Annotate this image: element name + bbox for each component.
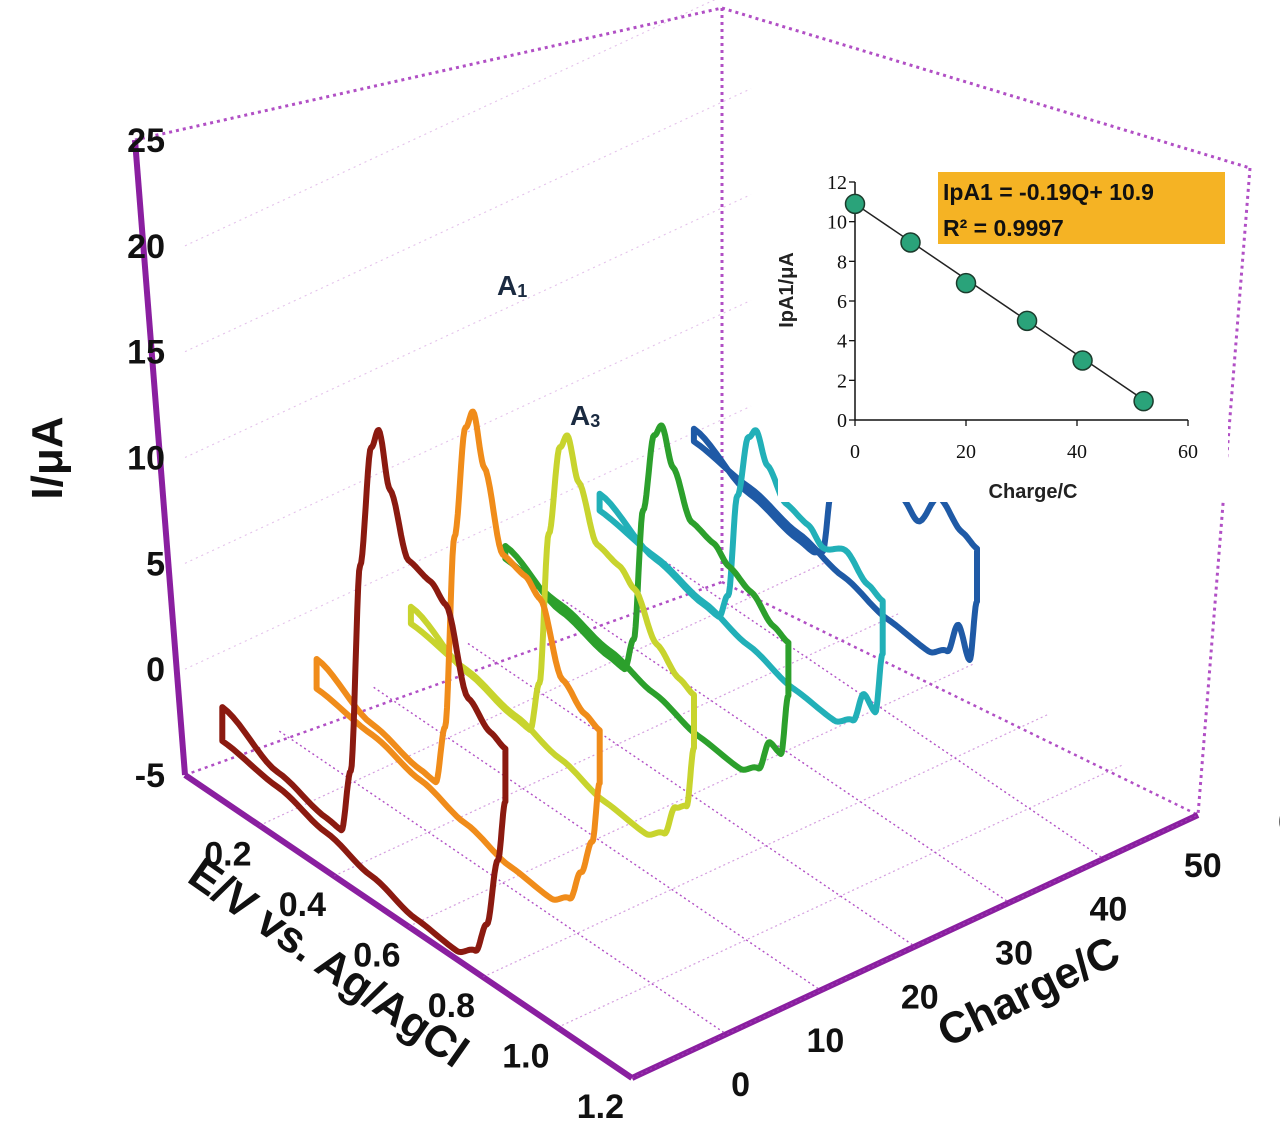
frame-floor-right [721,580,1199,817]
inset-data-point [1072,350,1093,371]
y-tick-label: 15 [127,334,165,372]
inset-y-tick-label: 10 [827,212,847,234]
inset-x-tick-label: 60 [1178,441,1198,463]
y-tick-label: -5 [135,757,165,795]
floor-grid-line [333,612,901,877]
inset-y-tick-label: 12 [827,172,847,194]
inset-x-tick-label: 0 [850,441,860,463]
z-tick-label: 40 [1090,891,1128,929]
z-tick-label: 20 [901,978,939,1016]
x-tick-label: 0.4 [279,886,326,924]
inset-x-label: Charge/C [989,481,1078,503]
cv-curve-10C [313,408,603,903]
x-tick-label: 0.8 [428,987,475,1025]
x-tick-label: 0.6 [353,937,400,975]
y-tick-label: 10 [127,440,165,478]
inset-x-tick-label: 40 [1067,441,1087,463]
inset-r-squared: R² = 0.9997 [943,215,1064,241]
floor-grid-line [259,561,826,827]
wall-grid-line [184,0,716,247]
x-axis-label: E/V vs. Ag/AgCl [180,849,477,1078]
z-tick-label: 0 [731,1066,750,1104]
cv-curve-20C [407,432,697,838]
y-axis-line [132,139,188,776]
z-tick-label: 10 [807,1022,845,1060]
wall-grid-line [184,299,752,564]
inset-chart: 0 2 4 6 8 10 12 0 20 40 60 IpA1/μA Charge/C IpA1 … [776,168,1228,503]
inset-y-ticks: 0 2 4 6 8 10 12 [827,172,855,432]
inset-y-tick-label: 4 [837,331,847,353]
y-tick-label: 0 [146,651,165,689]
wall-grid-line [184,194,752,458]
inset-y-tick-label: 2 [837,370,847,392]
inset-equation-box [938,172,1225,244]
wall-grid-line [184,88,752,353]
y-tick-label: 20 [127,228,165,266]
inset-data-point [844,193,866,215]
inset-points [844,193,1154,412]
floor-grid-line [557,763,1124,1029]
z-tick-labels: 0 10 20 30 40 50 60 [731,803,1280,1104]
y-axis-label: I/μA [23,416,72,499]
inset-x-tick-label: 20 [956,441,976,463]
floor-grid-line [631,814,1199,1079]
x-tick-label: 1.2 [577,1088,624,1126]
z-tick-label: 60 [1278,803,1280,841]
floor-grid [259,555,1199,1079]
inset-y-tick-label: 8 [837,251,847,273]
inset-x-ticks: 0 20 40 60 [850,420,1198,463]
inset-data-point [900,232,921,253]
z-tick-label: 30 [995,935,1033,973]
floor-grid-line [408,662,975,928]
frame-right-top [721,6,1251,170]
inset-data-point [1016,310,1038,332]
y-tick-label: 5 [146,545,165,583]
wall-grid [184,0,752,670]
inset-data-point [1133,390,1154,412]
cv-curve-0C [219,427,509,956]
inset-equation: IpA1 = -0.19Q+ 10.9 [943,179,1154,205]
x-tick-label: 1.0 [502,1038,549,1076]
y-tick-label: 25 [127,122,165,160]
y-tick-labels: 25 20 15 10 5 0 -5 [127,122,165,795]
inset-y-tick-label: 6 [837,291,847,313]
inset-data-point [955,272,977,294]
inset-y-tick-label: 0 [837,410,847,432]
floor-grid-line [482,713,1050,978]
wall-grid-line [184,405,752,670]
floor-grid-line [373,686,822,991]
inset-y-label: IpA1/μA [776,252,798,328]
floor-grid-line [278,730,727,1035]
x-tick-labels: 0.2 0.4 0.6 0.8 1.0 1.2 [204,836,624,1127]
peak-label-a3: A3 [570,400,600,431]
cv-curve-30C [502,422,792,773]
x-tick-label: 0.2 [204,836,251,874]
frame-back-top [134,6,723,142]
peak-label-a1: A1 [497,270,527,301]
z-tick-label: 50 [1184,847,1222,885]
